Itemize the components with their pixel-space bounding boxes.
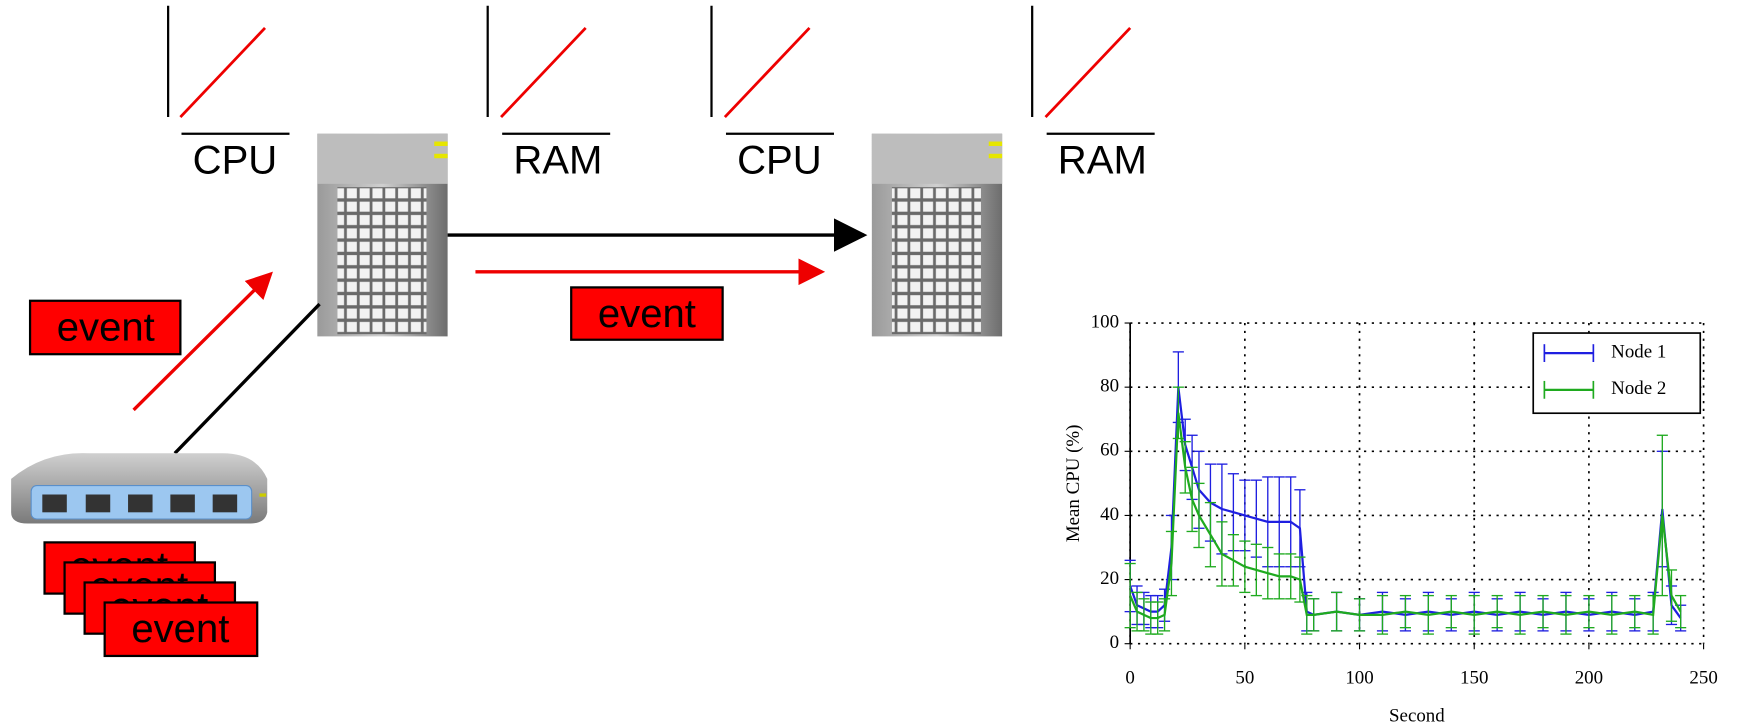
legend-label: Node 2: [1611, 378, 1666, 399]
monitor: CPU: [167, 5, 290, 182]
x-tick-label: 50: [1235, 668, 1254, 689]
monitor: RAM: [486, 5, 611, 182]
y-tick-label: 80: [1100, 376, 1119, 397]
cpu-chart: 0 20 40 60 80 100 0 50 100 150 200 250 Second Mean CP…: [1063, 311, 1718, 724]
x-tick-label: 150: [1460, 668, 1488, 689]
legend: Node 1 Node 2: [1532, 332, 1702, 415]
event-box: event: [570, 286, 724, 341]
event-label: event: [598, 292, 696, 336]
x-tick-label: 250: [1689, 668, 1717, 689]
monitor-label: CPU: [193, 138, 278, 182]
server: [871, 133, 1003, 337]
y-tick-label: 0: [1110, 632, 1119, 653]
event-box: event: [28, 299, 182, 356]
event-stack: event event event event: [43, 541, 259, 658]
y-tick-label: 20: [1100, 568, 1119, 589]
y-axis-label: Mean CPU (%): [1063, 425, 1084, 543]
monitor: CPU: [710, 5, 834, 182]
legend-box: [1532, 332, 1702, 415]
server: [317, 133, 448, 337]
x-axis-label: Second: [1389, 706, 1445, 724]
y-tick-label: 60: [1100, 440, 1119, 461]
event-flow: [132, 271, 273, 412]
legend-label: Node 1: [1611, 341, 1666, 362]
series-line: [1129, 412, 1682, 620]
y-tick-label: 40: [1100, 504, 1119, 525]
y-tick-label: 100: [1091, 311, 1119, 332]
monitor-label: RAM: [513, 138, 602, 182]
monitor: RAM: [1031, 5, 1155, 182]
x-tick-label: 200: [1575, 668, 1603, 689]
x-tick-label: 0: [1125, 668, 1134, 689]
switch: [11, 453, 268, 524]
event-label: event: [57, 305, 155, 349]
monitor-label: CPU: [737, 138, 822, 182]
link: [173, 302, 321, 455]
monitor-label: RAM: [1058, 138, 1147, 182]
event-label: event: [131, 607, 229, 651]
x-tick-label: 100: [1345, 668, 1373, 689]
